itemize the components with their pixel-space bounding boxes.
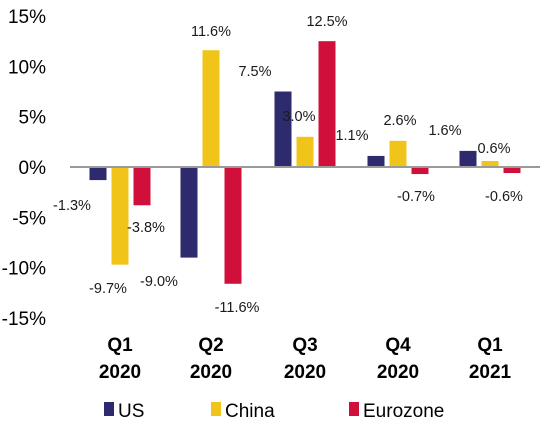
bar-eurozone-3 bbox=[411, 167, 429, 175]
data-label-china-2: 3.0% bbox=[282, 109, 315, 125]
legend-label-eurozone: Eurozone bbox=[363, 401, 444, 422]
legend: US China Eurozone bbox=[104, 401, 444, 422]
legend-swatch-eurozone bbox=[349, 402, 359, 416]
data-labels: -1.3% -9.0% 7.5% 1.1% 1.6% -9.7% 11.6% 3.0% 2.6%… bbox=[53, 14, 523, 316]
data-label-eurozone-0: -3.8% bbox=[127, 220, 165, 236]
bar-us-3 bbox=[367, 155, 385, 167]
bar-eurozone-1 bbox=[224, 167, 242, 284]
bar-china-1 bbox=[202, 50, 220, 167]
data-label-eurozone-4: -0.6% bbox=[485, 189, 523, 205]
data-label-us-4: 1.6% bbox=[428, 123, 461, 139]
category-label-line2: 2020 bbox=[377, 362, 419, 383]
data-label-eurozone-1: -11.6% bbox=[215, 300, 260, 316]
legend-swatch-us bbox=[104, 402, 114, 416]
data-label-eurozone-2: 12.5% bbox=[306, 14, 347, 30]
legend-label-china: China bbox=[225, 401, 275, 422]
data-label-china-1: 11.6% bbox=[191, 24, 231, 40]
bar-us-2 bbox=[274, 91, 292, 167]
bar-eurozone-4 bbox=[503, 167, 521, 174]
bar-eurozone-0 bbox=[133, 167, 151, 206]
data-label-us-3: 1.1% bbox=[335, 128, 368, 144]
data-label-us-0: -1.3% bbox=[53, 198, 91, 214]
data-label-china-3: 2.6% bbox=[383, 113, 416, 129]
y-tick-label: -15% bbox=[2, 309, 46, 330]
data-label-us-2: 7.5% bbox=[238, 64, 271, 80]
data-label-eurozone-3: -0.7% bbox=[397, 189, 435, 205]
category-label-line2: 2020 bbox=[99, 362, 141, 383]
y-tick-label: 5% bbox=[19, 108, 47, 129]
data-label-us-1: -9.0% bbox=[140, 274, 178, 290]
category-label-line2: 2021 bbox=[469, 362, 512, 383]
bar-us-0 bbox=[89, 167, 107, 181]
category-label-line2: 2020 bbox=[284, 362, 326, 383]
bar-china-2 bbox=[296, 136, 314, 167]
bar-us-4 bbox=[459, 150, 477, 167]
category-labels: Q1 2020 Q2 2020 Q3 2020 Q4 2020 Q1 2021 bbox=[99, 335, 512, 383]
y-tick-label: 10% bbox=[8, 57, 46, 78]
category-label-line1: Q2 bbox=[198, 335, 223, 356]
bar-china-0 bbox=[111, 167, 129, 265]
legend-swatch-china bbox=[211, 402, 221, 416]
y-tick-label: -10% bbox=[2, 259, 46, 280]
y-tick-label: 15% bbox=[8, 7, 46, 28]
bar-us-1 bbox=[180, 167, 198, 258]
y-tick-label: -5% bbox=[12, 208, 46, 229]
data-label-china-4: 0.6% bbox=[477, 141, 510, 157]
category-label-line1: Q3 bbox=[292, 335, 317, 356]
category-label-line1: Q1 bbox=[107, 335, 133, 356]
category-label-line1: Q4 bbox=[385, 335, 411, 356]
bars bbox=[89, 41, 521, 284]
legend-label-us: US bbox=[118, 401, 144, 422]
category-label-line2: 2020 bbox=[190, 362, 232, 383]
bar-china-3 bbox=[389, 140, 407, 167]
data-label-china-0: -9.7% bbox=[89, 281, 127, 297]
category-label-line1: Q1 bbox=[477, 335, 503, 356]
bar-china-4 bbox=[481, 160, 499, 167]
y-tick-label: 0% bbox=[19, 158, 47, 179]
y-axis-ticks: 15% 10% 5% 0% -5% -10% -15% bbox=[2, 7, 46, 330]
bar-eurozone-2 bbox=[318, 41, 336, 167]
